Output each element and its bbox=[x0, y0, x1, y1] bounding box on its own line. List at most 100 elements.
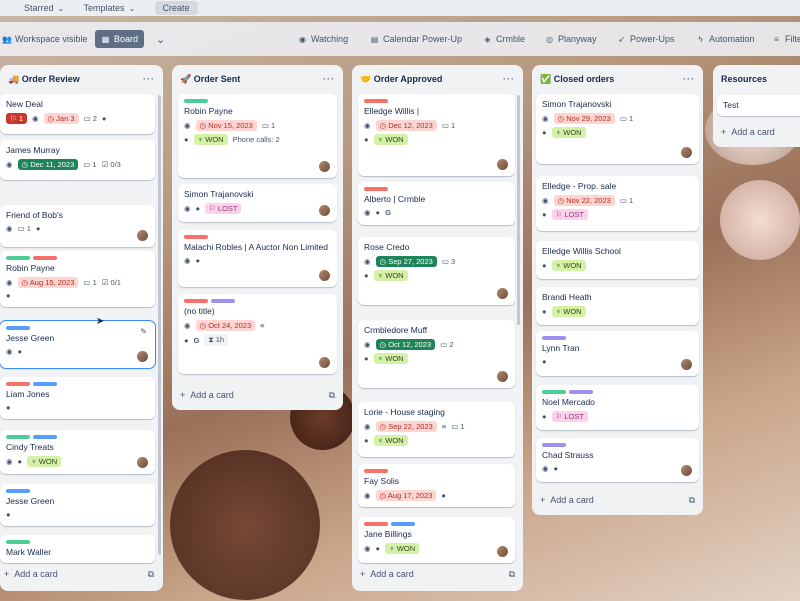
due-date-badge[interactable]: ◷ Aug 17, 2023 bbox=[375, 490, 437, 501]
avatar[interactable] bbox=[136, 456, 149, 469]
avatar[interactable] bbox=[318, 160, 331, 173]
list-scrollbar[interactable] bbox=[517, 95, 520, 325]
list-menu-icon[interactable]: ··· bbox=[503, 74, 515, 84]
card[interactable]: Elledge Willis | ◉ ◷ Dec 12, 2023 ▭ 1 ● ♆… bbox=[358, 94, 515, 176]
card[interactable]: Elledge - Prop. sale ◉ ◷ Nov 22, 2023 ▭ … bbox=[536, 176, 699, 231]
add-card-button[interactable]: + Add a card ⧉ bbox=[4, 568, 154, 580]
card[interactable]: Liam Jones ● bbox=[0, 377, 155, 419]
card[interactable]: Test bbox=[717, 95, 800, 116]
card[interactable]: Noel Mercado ● ⚐ LOST bbox=[536, 385, 699, 430]
avatar[interactable] bbox=[318, 204, 331, 217]
list-header[interactable]: 🤝 Order Approved ··· bbox=[352, 65, 523, 93]
due-date-badge[interactable]: ◷ Nov 29, 2023 bbox=[553, 113, 615, 124]
due-date-badge[interactable]: ◷ Nov 15, 2023 bbox=[195, 120, 257, 131]
card[interactable]: Fay Solis ◉ ◷ Aug 17, 2023 ● bbox=[358, 464, 515, 507]
edit-pencil-icon[interactable]: ✎ bbox=[140, 327, 147, 336]
member-icon: ● bbox=[35, 224, 41, 233]
add-card-button[interactable]: + Add a card ⧉ bbox=[180, 389, 335, 401]
template-icon[interactable]: ⧉ bbox=[688, 494, 695, 505]
watching-button[interactable]: ◉ Watching bbox=[298, 34, 348, 44]
calendar-powerup-button[interactable]: ▤ Calendar Power-Up bbox=[370, 34, 462, 44]
list-scrollbar[interactable] bbox=[158, 95, 161, 555]
avatar[interactable] bbox=[318, 356, 331, 369]
card[interactable]: Robin Payne ◉ ◷ Nov 15, 2023 ▭ 1 ● ♆ WON… bbox=[178, 94, 337, 178]
plus-icon: + bbox=[721, 127, 727, 137]
due-date-badge[interactable]: ◷ Aug 15, 2023 bbox=[17, 277, 79, 288]
card[interactable]: Simon Trajanovski ◉ ◷ Nov 29, 2023 ▭ 1 ●… bbox=[536, 94, 699, 164]
list-header[interactable]: ✅ Closed orders ··· bbox=[532, 65, 703, 93]
due-date-badge[interactable]: ◷ Oct 12, 2023 bbox=[375, 339, 436, 350]
list-closed-orders: ✅ Closed orders ··· Simon Trajanovski ◉ ◷… bbox=[532, 65, 703, 515]
card[interactable]: Mark Waller bbox=[0, 535, 155, 563]
chevron-down-icon: ⌄ bbox=[57, 3, 65, 13]
add-card-button[interactable]: + Add a card ⧉ bbox=[540, 494, 695, 506]
due-date-badge[interactable]: ◷ Nov 22, 2023 bbox=[553, 195, 615, 206]
card[interactable]: New Deal ⚐ 1 ◉ ◷ Jan 3 ▭ 2 ● bbox=[0, 94, 155, 134]
list-menu-icon[interactable]: ··· bbox=[323, 74, 335, 84]
card[interactable]: Alberto | Crmble ◉ ● G bbox=[358, 182, 515, 225]
views-dropdown[interactable]: ⌄ bbox=[156, 33, 165, 46]
crmble-button[interactable]: ◈ Crmble bbox=[483, 34, 525, 44]
template-icon[interactable]: ⧉ bbox=[508, 568, 515, 579]
due-date-badge[interactable]: ◷ Dec 12, 2023 bbox=[375, 120, 437, 131]
card[interactable]: Lorie - House staging ◉ ◷ Sep 22, 2023 ≡… bbox=[358, 402, 515, 457]
due-date-badge[interactable]: ◷ Jan 3 bbox=[43, 113, 79, 124]
people-icon: 👥 bbox=[2, 34, 12, 44]
card[interactable]: Malachi Robles | A Auctor Non Limited ◉ ● bbox=[178, 230, 337, 287]
automation-button[interactable]: ϟ Automation bbox=[696, 34, 754, 44]
label-green bbox=[6, 435, 30, 439]
avatar[interactable] bbox=[136, 229, 149, 242]
add-card-button[interactable]: + Add a card ⧉ bbox=[360, 568, 515, 580]
card[interactable]: Simon Trajanovski ◉ ● ⚐ LOST bbox=[178, 184, 337, 222]
avatar[interactable] bbox=[680, 146, 693, 159]
card-selected[interactable]: Jesse Green ◉ ● ✎ bbox=[0, 320, 156, 369]
avatar[interactable] bbox=[680, 464, 693, 477]
card[interactable]: Jane Billings ◉ ● ♆ WON bbox=[358, 517, 515, 563]
google-icon: G bbox=[385, 208, 391, 217]
card[interactable]: Robin Payne ◉ ◷ Aug 15, 2023 ▭ 1 ☑ 0/1 ● bbox=[0, 251, 155, 307]
checklist-count: 0/3 bbox=[110, 160, 121, 169]
card[interactable]: Cindy Treats ◉ ● ♆ WON bbox=[0, 430, 155, 474]
card[interactable]: Crmbledore Muff ◉ ◷ Oct 12, 2023 ▭ 2 ● ♆ … bbox=[358, 320, 515, 388]
create-button[interactable]: Create bbox=[154, 1, 198, 15]
card[interactable]: Friend of Bob's ◉ ▭ 1 ● bbox=[0, 205, 155, 247]
templates-menu[interactable]: Templates ⌄ bbox=[84, 3, 137, 13]
card[interactable]: Rose Credo ◉ ◷ Sep 27, 2023 ▭ 3 ● ♆ WON bbox=[358, 237, 515, 305]
board-label: Board bbox=[114, 34, 139, 44]
avatar[interactable] bbox=[496, 287, 509, 300]
workspace-visibility-button[interactable]: 👥 Workspace visible bbox=[2, 34, 87, 44]
avatar[interactable] bbox=[496, 158, 509, 171]
avatar[interactable] bbox=[680, 358, 693, 371]
due-date-badge[interactable]: ◷ Dec 11, 2023 bbox=[17, 159, 79, 170]
powerups-button[interactable]: ➶ Power-Ups bbox=[617, 34, 674, 44]
card-title: Jesse Green bbox=[6, 496, 55, 506]
avatar[interactable] bbox=[136, 350, 149, 363]
board-view-button[interactable]: ▦ Board bbox=[95, 30, 145, 48]
avatar[interactable] bbox=[496, 370, 509, 383]
card[interactable]: Jesse Green ● bbox=[0, 484, 155, 526]
planyway-button[interactable]: ◎ Planyway bbox=[545, 34, 597, 44]
list-menu-icon[interactable]: ··· bbox=[143, 74, 155, 84]
list-header[interactable]: Resources bbox=[713, 65, 800, 93]
add-card-button[interactable]: + Add a card bbox=[721, 127, 775, 137]
list-header[interactable]: 🚀 Order Sent ··· bbox=[172, 65, 343, 93]
starred-menu[interactable]: Starred ⌄ bbox=[24, 3, 66, 13]
list-menu-icon[interactable]: ··· bbox=[683, 74, 695, 84]
due-date-badge[interactable]: ◷ Sep 22, 2023 bbox=[375, 421, 437, 432]
card[interactable]: Lynn Tran ● bbox=[536, 331, 699, 376]
avatar[interactable] bbox=[496, 545, 509, 558]
due-date-badge[interactable]: ◷ Sep 27, 2023 bbox=[375, 256, 437, 267]
card[interactable]: Elledge Willis School ● ♆ WON bbox=[536, 241, 699, 279]
list-header[interactable]: 🚚 Order Review ··· bbox=[0, 65, 163, 93]
card[interactable]: Brandi Heath ● ♆ WON bbox=[536, 287, 699, 325]
due-date-badge[interactable]: ◷ Oct 24, 2023 bbox=[195, 320, 256, 331]
label-purple bbox=[542, 336, 566, 340]
card[interactable]: (no title) ◉ ◷ Oct 24, 2023 ≡ ● G ⧗ 1h bbox=[178, 294, 337, 374]
avatar[interactable] bbox=[318, 269, 331, 282]
starred-label: Starred bbox=[24, 3, 54, 13]
template-icon[interactable]: ⧉ bbox=[147, 568, 154, 579]
template-icon[interactable]: ⧉ bbox=[328, 389, 335, 400]
card[interactable]: Chad Strauss ◉ ● bbox=[536, 438, 699, 482]
filters-button[interactable]: ≡ Filte bbox=[772, 34, 800, 44]
card[interactable]: James Murray ◉ ◷ Dec 11, 2023 ▭ 1 ☑ 0/3 bbox=[0, 140, 155, 180]
